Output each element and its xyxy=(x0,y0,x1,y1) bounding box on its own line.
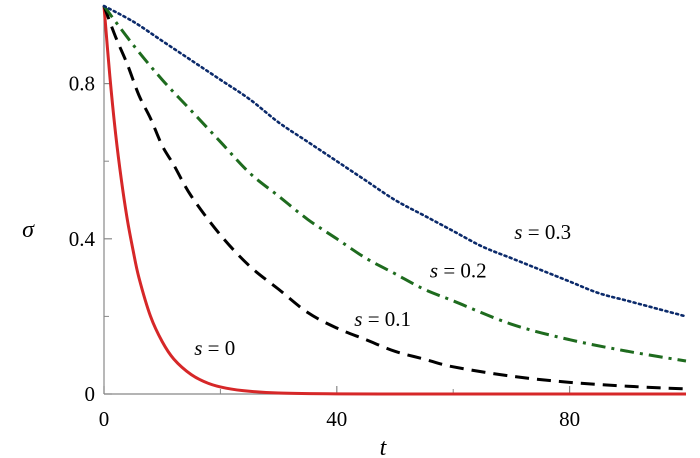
series-label-value: = 0.2 xyxy=(438,259,487,283)
series-label-var: s xyxy=(430,259,438,283)
series-label: s = 0.1 xyxy=(354,307,411,331)
x-tick-label: 0 xyxy=(99,407,110,431)
y-tick-label: 0.4 xyxy=(69,227,96,251)
series-label-value: = 0 xyxy=(202,336,235,360)
series-label: s = 0 xyxy=(194,336,235,360)
series-label: s = 0.3 xyxy=(514,220,571,244)
y-axis-label: σ xyxy=(22,217,35,243)
axes xyxy=(103,6,686,395)
series-line xyxy=(102,4,688,318)
series-label-var: s xyxy=(354,307,362,331)
ticks: 0 40 80 0 0.4 0.8 xyxy=(69,72,580,431)
x-tick-label: 40 xyxy=(326,407,347,431)
y-tick-label: 0.8 xyxy=(69,72,95,96)
series-label-var: s xyxy=(194,336,202,360)
series-label-value: = 0.1 xyxy=(362,307,411,331)
series-line xyxy=(102,5,686,396)
series-label-value: = 0.3 xyxy=(522,220,571,244)
x-axis-label: t xyxy=(380,435,388,458)
series-line xyxy=(102,5,687,391)
series-lines xyxy=(102,4,688,396)
series-labels: s = 0s = 0.1s = 0.2s = 0.3 xyxy=(194,220,571,360)
series-label-var: s xyxy=(514,220,522,244)
series-label: s = 0.2 xyxy=(430,259,487,283)
x-tick-label: 80 xyxy=(559,407,580,431)
y-tick-label: 0 xyxy=(85,382,96,406)
series-line xyxy=(102,5,687,363)
